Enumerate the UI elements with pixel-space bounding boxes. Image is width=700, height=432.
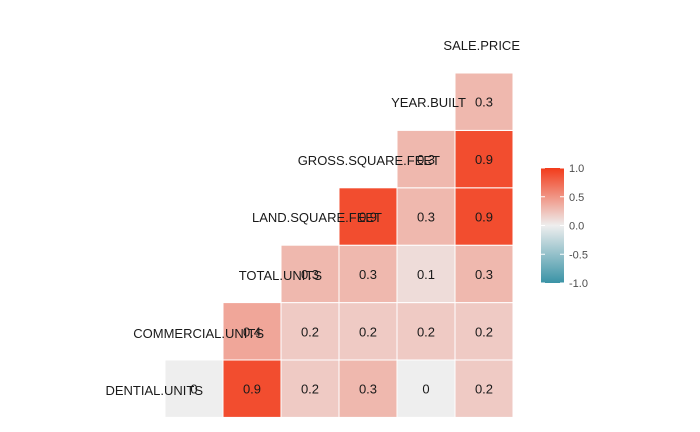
cell-value-label: 0.2 [301, 324, 319, 339]
heatmap-cell [338, 244, 398, 304]
cell-value-label: 0.2 [475, 324, 493, 339]
heatmap-cell [454, 72, 514, 131]
cell-value-label: 0.1 [417, 267, 435, 282]
heatmap-cell [454, 129, 514, 189]
heatmap-cell [396, 244, 456, 304]
legend-tick-label: -1.0 [569, 278, 588, 290]
heatmap-cell [338, 359, 398, 418]
cell-value-label: 0.3 [417, 210, 435, 225]
cell-value-label: 0.3 [359, 267, 377, 282]
cell-value-label: 0.9 [243, 382, 261, 397]
heatmap-cells: 0 0.9 0.2 0.3 0 0.2 0.4 0.2 0.2 0.2 0.2 0.3 0.3 0.1 0.… [164, 72, 514, 418]
heatmap-cell [338, 302, 398, 361]
heatmap-cell [222, 359, 282, 418]
cell-value-label: 0.3 [301, 267, 319, 282]
cell-value-label: 0.2 [359, 324, 377, 339]
heatmap-cell [396, 129, 456, 189]
variable-label: DENTIAL.UNITS [105, 383, 203, 398]
legend-tick-label: 0.0 [569, 221, 584, 233]
legend-colorbar [541, 168, 564, 283]
variable-label: TOTAL.UNITS [239, 268, 323, 283]
cell-value-label: 0.9 [359, 210, 377, 225]
legend-tick-label: 0.5 [569, 192, 584, 204]
heatmap-cell [164, 359, 224, 418]
variable-label: YEAR.BUILT [391, 95, 466, 110]
variable-label: SALE.PRICE [443, 38, 520, 53]
heatmap-cell [454, 187, 514, 246]
cell-value-label: 0.2 [475, 382, 493, 397]
legend-tick-label: -0.5 [569, 249, 588, 261]
cell-value-label: 0.3 [475, 267, 493, 282]
variable-label: COMMERCIAL.UNITS [133, 326, 264, 341]
diagonal-labels: DENTIAL.UNITS COMMERCIAL.UNITS TOTAL.UNITS… [105, 38, 520, 398]
cell-value-label: 0.9 [475, 210, 493, 225]
cell-value-label: 0.3 [475, 95, 493, 110]
cell-value-label: 0.2 [301, 382, 319, 397]
color-legend: 1.0 0.5 0.0 -0.5 -1.0 [541, 163, 588, 290]
variable-label: GROSS.SQUARE.FEET [298, 153, 440, 168]
cell-value-label: 0.3 [359, 382, 377, 397]
heatmap-cell [222, 302, 282, 361]
variable-label: LAND.SQUARE.FEET [252, 210, 382, 225]
heatmap-cell [454, 302, 514, 361]
heatmap-cell [338, 187, 398, 246]
cell-value-label: 0.9 [475, 152, 493, 167]
cell-value-label: 0 [190, 382, 197, 397]
heatmap-cell [280, 302, 340, 361]
cell-value-label: 0.3 [417, 152, 435, 167]
cell-value-label: 0.4 [243, 324, 261, 339]
cell-value-label: 0 [422, 382, 429, 397]
heatmap-cell [396, 187, 456, 246]
heatmap-cell [454, 359, 514, 418]
cell-value-label: 0.2 [417, 324, 435, 339]
legend-tick-label: 1.0 [569, 163, 584, 175]
heatmap-cell [280, 244, 340, 304]
